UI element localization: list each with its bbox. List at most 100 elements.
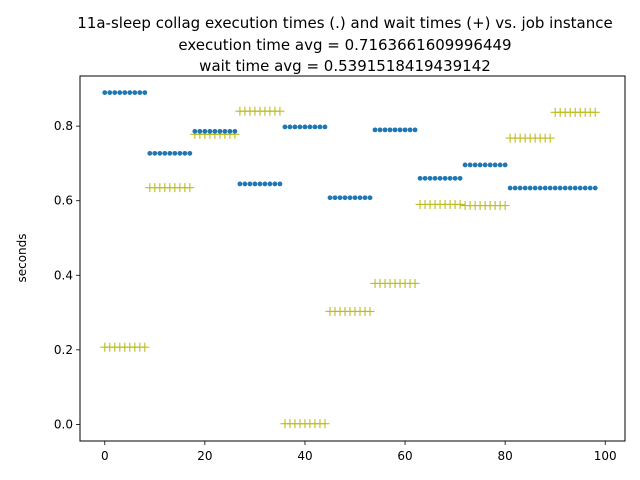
execution-time-point (457, 175, 463, 181)
execution-time-point (507, 185, 513, 191)
execution-time-point (307, 124, 313, 130)
execution-time-point (467, 162, 473, 168)
execution-time-point (302, 124, 308, 130)
x-tick-label: 100 (594, 449, 617, 463)
x-axis: 0 20 40 60 80 100 (101, 441, 617, 463)
execution-time-point (372, 127, 378, 133)
execution-time-point (192, 128, 198, 134)
y-tick-label: 0.4 (54, 268, 73, 282)
x-tick-label: 80 (497, 449, 512, 463)
title-line-2: execution time avg = 0.7163661609996449 (178, 36, 511, 54)
execution-time-point (197, 128, 203, 134)
plot-frame (79, 75, 626, 442)
y-tick-label: 0.0 (54, 417, 73, 431)
execution-time-point (427, 175, 433, 181)
wait-time-point (545, 133, 555, 143)
execution-time-point (227, 128, 233, 134)
execution-time-point (252, 181, 258, 187)
execution-time-point (382, 127, 388, 133)
x-tick-label: 0 (101, 449, 109, 463)
execution-time-point (157, 150, 163, 156)
execution-time-point (542, 185, 548, 191)
execution-time-point (332, 195, 338, 201)
execution-time-point (327, 195, 333, 201)
x-tick-label: 20 (197, 449, 212, 463)
execution-time-point (247, 181, 253, 187)
execution-time-point (232, 128, 238, 134)
execution-time-point (312, 124, 318, 130)
execution-time-point (262, 181, 268, 187)
execution-time-point (357, 195, 363, 201)
execution-time-point (132, 90, 138, 95)
execution-time-point (112, 90, 118, 95)
execution-time-point (212, 128, 218, 134)
x-tick-label: 40 (297, 449, 312, 463)
wait-time-point (185, 183, 195, 193)
execution-time-point (102, 90, 108, 95)
execution-time-point (217, 128, 223, 134)
wait-time-point (500, 201, 510, 211)
execution-time-point (497, 162, 503, 168)
title-line-1: 11a-sleep collag execution times (.) and… (77, 14, 612, 32)
execution-time-point (187, 150, 193, 156)
execution-time-point (122, 90, 128, 95)
execution-time-point (552, 185, 558, 191)
execution-time-point (472, 162, 478, 168)
execution-time-point (482, 162, 488, 168)
execution-time-point (502, 162, 508, 168)
execution-time-point (237, 181, 243, 187)
execution-time-point (347, 195, 353, 201)
wait-time-point (320, 419, 330, 429)
chart-title: 11a-sleep collag execution times (.) and… (77, 14, 612, 75)
execution-time-point (152, 150, 158, 156)
execution-time-point (582, 185, 588, 191)
wait-time-point (140, 342, 150, 352)
execution-time-point (462, 162, 468, 168)
execution-time-point (162, 150, 168, 156)
execution-time-point (517, 185, 523, 191)
execution-time-point (432, 175, 438, 181)
execution-time-point (367, 195, 373, 201)
wait-time-point (590, 107, 600, 117)
plot-marks (100, 90, 600, 429)
execution-time-point (142, 90, 148, 95)
wait-time-point (275, 106, 285, 116)
execution-time-point (447, 175, 453, 181)
execution-time-point (117, 90, 123, 95)
execution-time-point (267, 181, 273, 187)
execution-time-point (137, 90, 143, 95)
execution-time-point (422, 175, 428, 181)
execution-time-point (532, 185, 538, 191)
execution-time-point (392, 127, 398, 133)
execution-time-point (167, 150, 173, 156)
execution-time-point (272, 181, 278, 187)
execution-time-point (537, 185, 543, 191)
wait-time-point (410, 278, 420, 288)
execution-time-point (222, 128, 228, 134)
execution-time-point (282, 124, 288, 130)
execution-time-point (557, 185, 563, 191)
execution-time-point (522, 185, 528, 191)
execution-time-point (492, 162, 498, 168)
execution-time-point (437, 175, 443, 181)
execution-time-point (292, 124, 298, 130)
execution-time-point (377, 127, 383, 133)
execution-time-point (412, 127, 418, 133)
execution-time-point (202, 128, 208, 134)
execution-time-point (417, 175, 423, 181)
execution-time-point (277, 181, 283, 187)
execution-time-point (592, 185, 598, 191)
y-tick-label: 0.2 (54, 343, 73, 357)
execution-time-point (567, 185, 573, 191)
execution-time-point (562, 185, 568, 191)
execution-time-point (477, 162, 483, 168)
execution-time-point (242, 181, 248, 187)
execution-time-point (547, 185, 553, 191)
execution-time-point (487, 162, 493, 168)
y-axis: 0.0 0.2 0.4 0.6 0.8 (54, 119, 80, 431)
execution-time-point (407, 127, 413, 133)
execution-time-point (512, 185, 518, 191)
execution-time-point (352, 195, 358, 201)
execution-time-point (337, 195, 343, 201)
